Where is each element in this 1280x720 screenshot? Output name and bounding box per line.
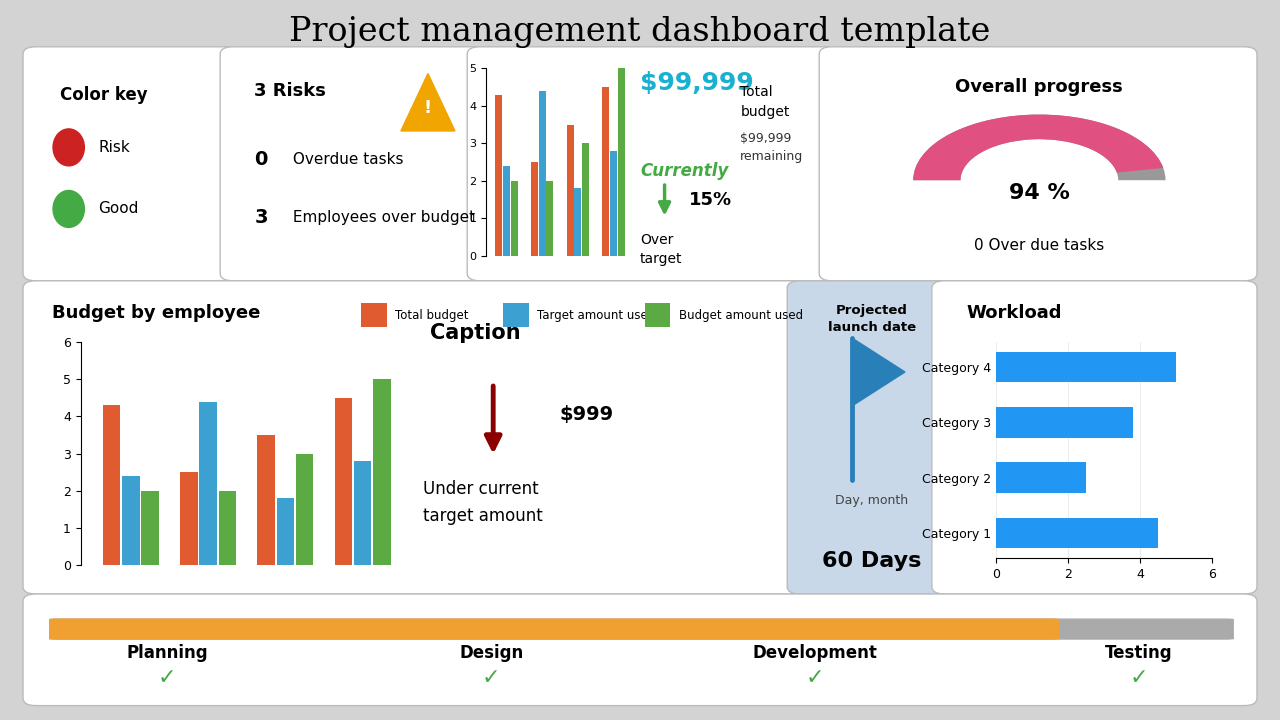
Bar	[355, 461, 371, 565]
Bar	[102, 405, 120, 565]
Circle shape	[52, 129, 84, 166]
Text: Projected
launch date: Projected launch date	[828, 304, 915, 334]
Text: $99,999
remaining: $99,999 remaining	[740, 132, 804, 163]
Text: $999: $999	[559, 405, 614, 424]
Text: Planning: Planning	[127, 644, 207, 662]
Polygon shape	[851, 338, 905, 406]
Text: Development: Development	[753, 644, 878, 662]
Bar	[603, 87, 609, 256]
Bar	[996, 352, 1176, 382]
Text: Total
budget: Total budget	[740, 86, 790, 119]
Text: 3: 3	[255, 207, 268, 227]
Bar	[996, 407, 1133, 438]
Bar	[567, 125, 573, 256]
Text: Overdue tasks: Overdue tasks	[288, 152, 403, 167]
FancyBboxPatch shape	[503, 303, 529, 327]
Text: Target amount used: Target amount used	[538, 308, 655, 322]
Text: Under current
target amount: Under current target amount	[422, 480, 543, 525]
FancyBboxPatch shape	[49, 618, 1234, 639]
Bar	[276, 498, 294, 565]
Text: Risk: Risk	[99, 140, 131, 155]
Text: Project management dashboard template: Project management dashboard template	[289, 17, 991, 48]
Text: Currently: Currently	[640, 162, 728, 180]
Wedge shape	[913, 114, 1164, 180]
Text: !: !	[424, 99, 431, 117]
FancyBboxPatch shape	[645, 303, 671, 327]
Text: Overall progress: Overall progress	[955, 78, 1124, 96]
Text: Caption: Caption	[430, 323, 521, 343]
Text: ✓: ✓	[157, 668, 177, 688]
Wedge shape	[913, 114, 1166, 180]
Text: ✓: ✓	[1130, 668, 1148, 688]
Text: 94 %: 94 %	[1009, 183, 1070, 202]
Text: $99,999: $99,999	[640, 71, 754, 95]
Bar	[539, 91, 545, 256]
Bar	[531, 162, 538, 256]
Text: 3 Risks: 3 Risks	[255, 81, 326, 99]
Bar	[611, 150, 617, 256]
Text: Workload: Workload	[966, 304, 1061, 322]
Text: Employees over budget: Employees over budget	[288, 210, 475, 225]
Text: Testing: Testing	[1106, 644, 1172, 662]
Text: 15%: 15%	[689, 192, 732, 210]
Text: ✓: ✓	[806, 668, 824, 688]
Bar	[618, 68, 625, 256]
Bar	[582, 143, 589, 256]
Text: Total budget: Total budget	[396, 308, 468, 322]
Bar	[495, 94, 502, 256]
Bar	[180, 472, 197, 565]
Bar	[575, 188, 581, 256]
Bar	[374, 379, 390, 565]
Circle shape	[52, 191, 84, 228]
Bar	[257, 435, 275, 565]
Bar	[122, 476, 140, 565]
Text: Budget amount used: Budget amount used	[678, 308, 803, 322]
Bar	[334, 397, 352, 565]
Text: Budget by employee: Budget by employee	[52, 304, 261, 322]
Text: Color key: Color key	[60, 86, 147, 104]
Text: 0 Over due tasks: 0 Over due tasks	[974, 238, 1105, 253]
Bar	[200, 402, 216, 565]
Polygon shape	[401, 73, 454, 131]
Bar	[996, 518, 1158, 548]
Bar	[296, 454, 314, 565]
Text: ✓: ✓	[481, 668, 500, 688]
FancyBboxPatch shape	[49, 618, 1059, 639]
Text: Design: Design	[460, 644, 524, 662]
Bar	[219, 491, 236, 565]
Bar	[996, 462, 1085, 493]
Bar	[503, 166, 509, 256]
Text: 60 Days: 60 Days	[822, 552, 922, 571]
Bar	[511, 181, 517, 256]
Bar	[142, 491, 159, 565]
Text: Over
target: Over target	[640, 233, 682, 266]
Text: Day, month: Day, month	[835, 494, 909, 508]
Bar	[547, 181, 553, 256]
Text: Good: Good	[99, 202, 138, 217]
Text: 0: 0	[255, 150, 268, 169]
FancyBboxPatch shape	[361, 303, 387, 327]
